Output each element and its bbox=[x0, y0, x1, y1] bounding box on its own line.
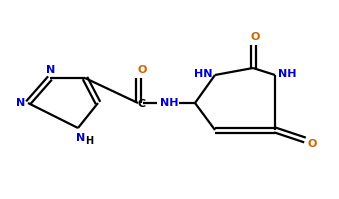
Text: C: C bbox=[138, 99, 146, 109]
Text: N: N bbox=[76, 133, 86, 143]
Text: O: O bbox=[250, 32, 260, 42]
Text: NH: NH bbox=[160, 98, 178, 108]
Text: HN: HN bbox=[194, 69, 212, 79]
Text: N: N bbox=[16, 98, 26, 108]
Text: O: O bbox=[307, 139, 317, 149]
Text: O: O bbox=[137, 65, 147, 75]
Text: H: H bbox=[85, 136, 93, 146]
Text: NH: NH bbox=[278, 69, 296, 79]
Text: N: N bbox=[46, 65, 56, 75]
